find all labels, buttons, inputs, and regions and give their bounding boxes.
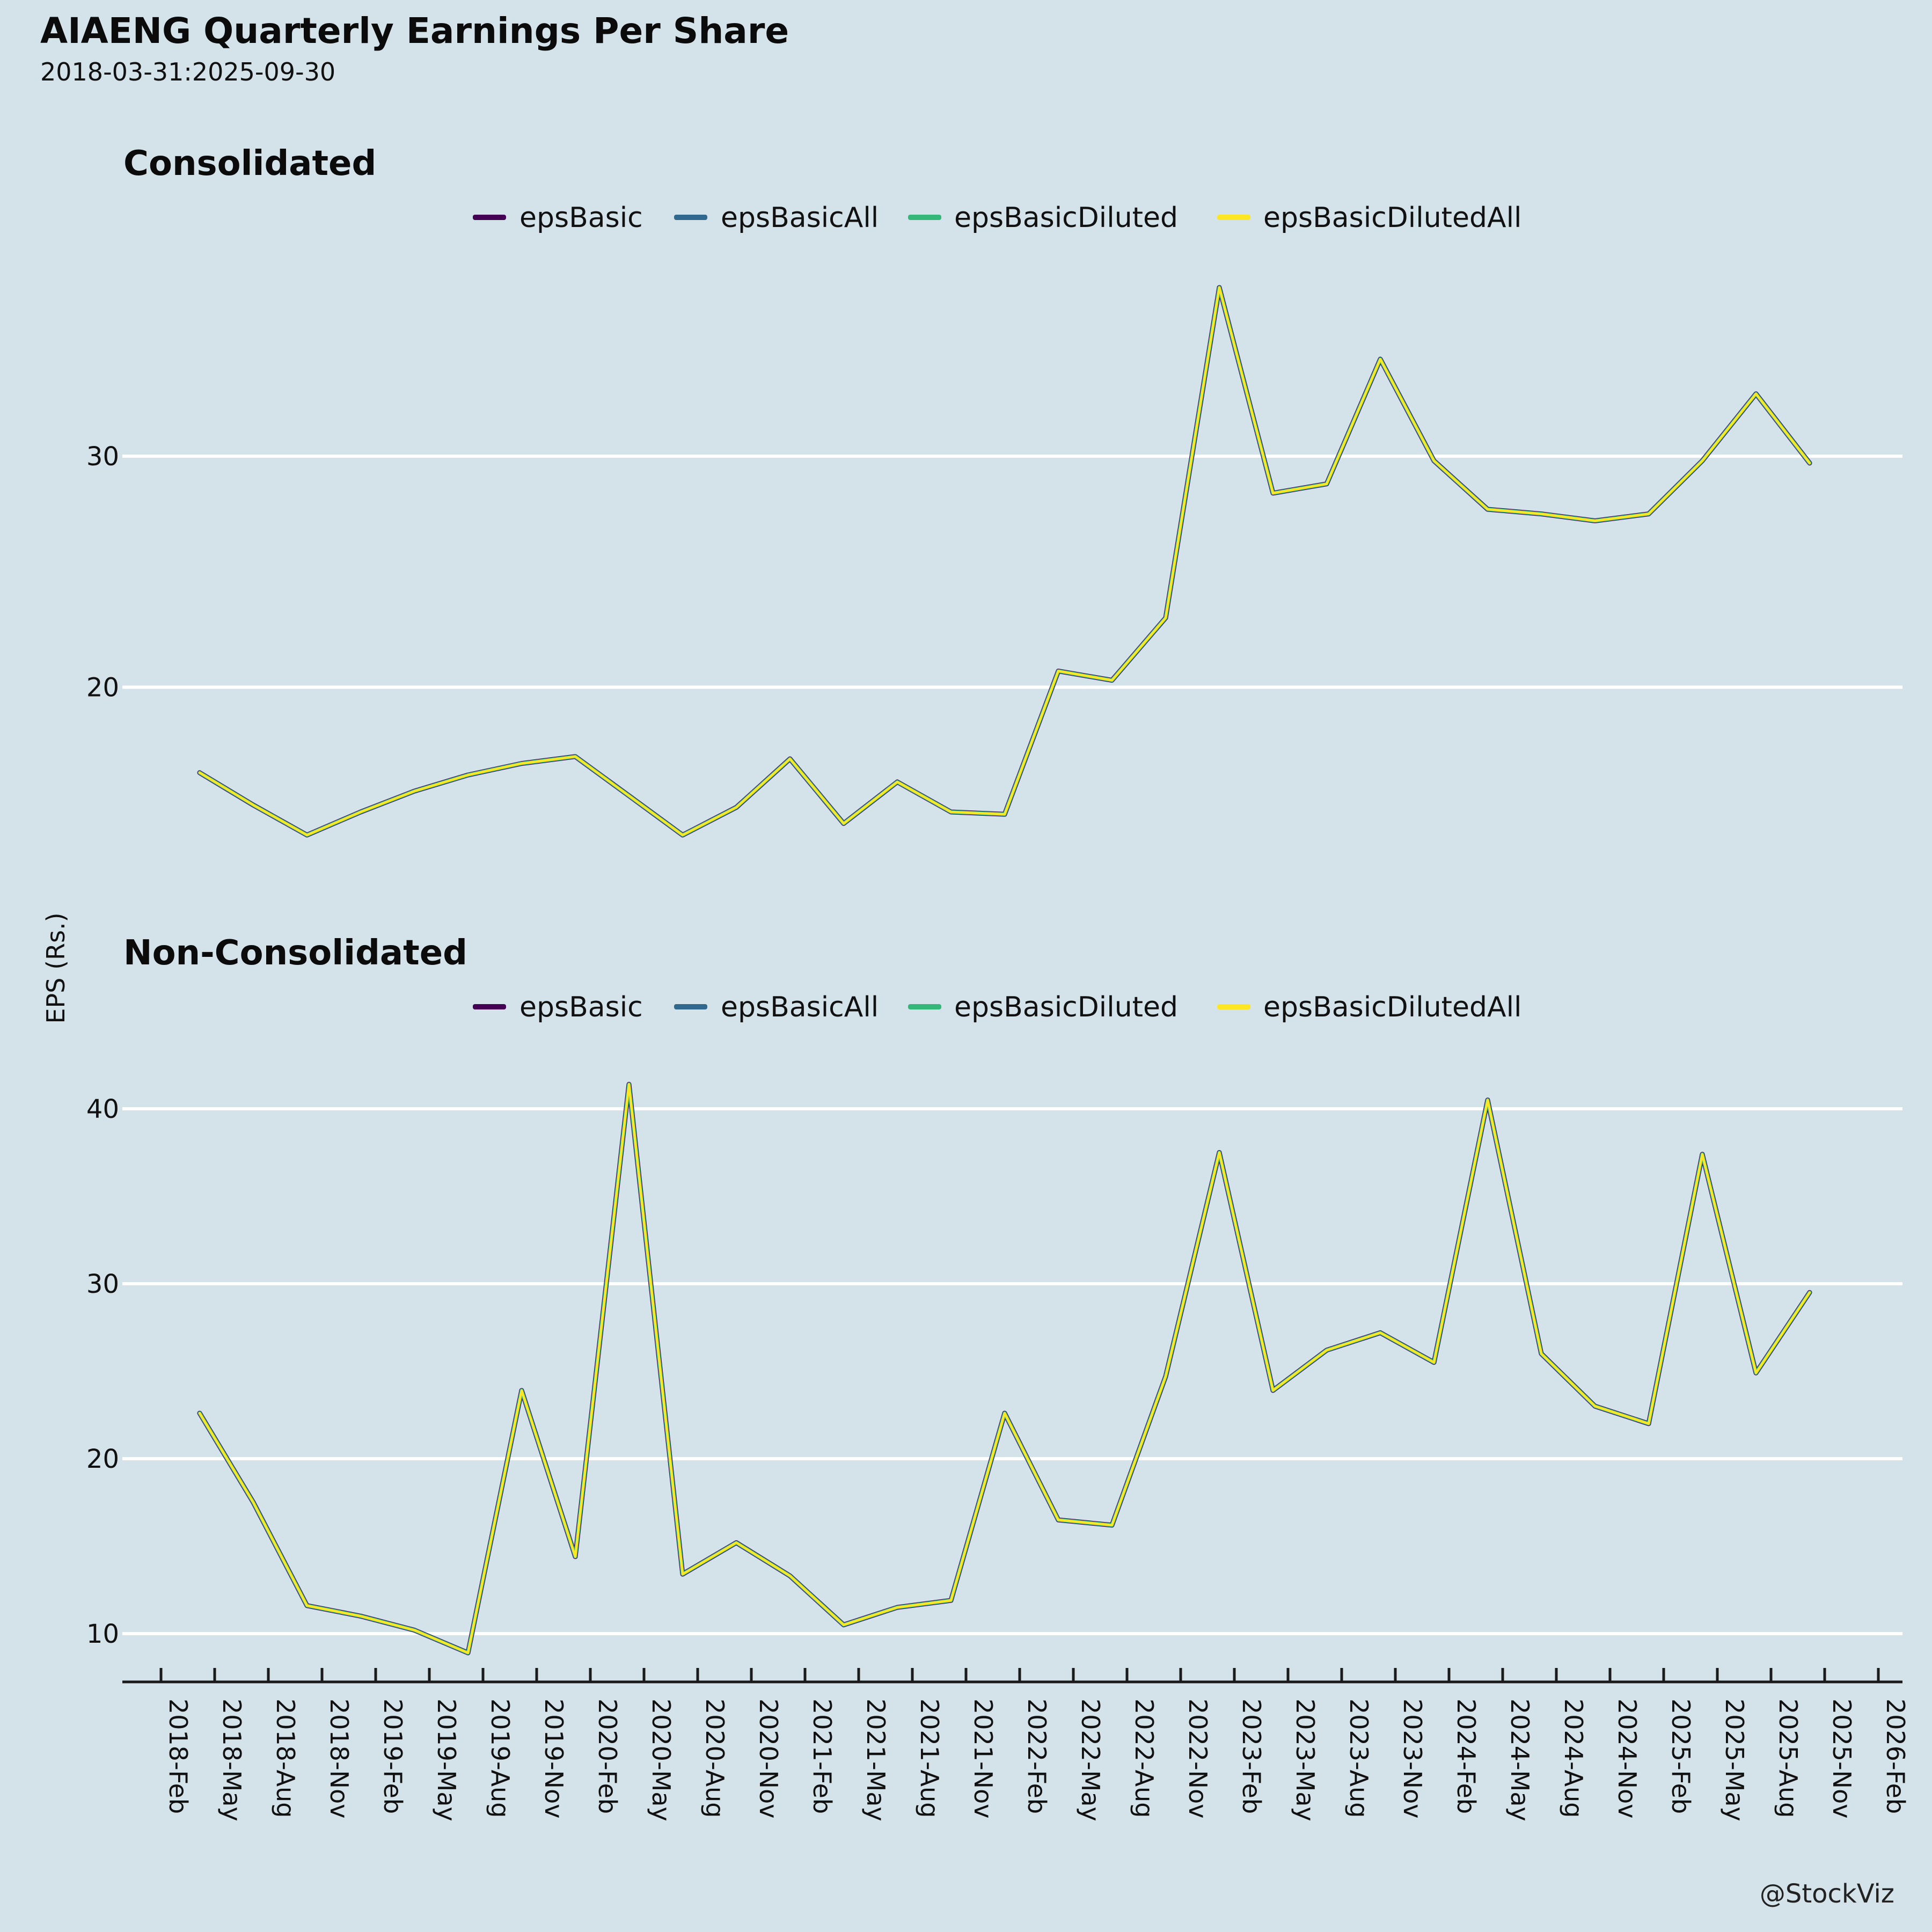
x-tick-label-2020-May: 2020-May	[647, 1699, 676, 1821]
legend-label-epsBasic: epsBasic	[519, 991, 643, 1023]
x-tick-label-2018-Feb: 2018-Feb	[164, 1699, 193, 1814]
plot-non-consolidated: 10 20 30 40	[86, 1081, 1902, 1656]
x-tick-label-2026-Feb: 2026-Feb	[1881, 1699, 1910, 1814]
legend-swatch-epsBasicDilutedAll	[1217, 1004, 1250, 1009]
x-tick-label-2025-Feb: 2025-Feb	[1666, 1699, 1695, 1814]
legend-consolidated: epsBasic epsBasicAll epsBasicDiluted eps…	[473, 202, 1522, 234]
legend-label-epsBasicDiluted: epsBasicDiluted	[954, 202, 1178, 234]
x-tick-label-2025-Aug: 2025-Aug	[1774, 1699, 1803, 1818]
y-tick-label-30: 30	[86, 442, 119, 472]
legend-swatch-epsBasicAll	[674, 215, 707, 220]
panel-title-consolidated: Consolidated	[123, 144, 376, 184]
legend-label-epsBasicAll: epsBasicAll	[721, 991, 879, 1023]
y-axis-label: EPS (Rs.)	[41, 912, 70, 1023]
x-tick-label-2024-Feb: 2024-Feb	[1452, 1699, 1481, 1814]
legend-swatch-epsBasicDiluted	[908, 1004, 941, 1009]
x-tick-label-2018-May: 2018-May	[217, 1699, 246, 1821]
legend-label-epsBasicDilutedAll: epsBasicDilutedAll	[1263, 991, 1522, 1023]
x-tick-label-2022-May: 2022-May	[1076, 1699, 1105, 1821]
x-tick-label-2020-Aug: 2020-Aug	[700, 1699, 729, 1818]
legend-label-epsBasicAll: epsBasicAll	[721, 202, 879, 234]
x-tick-label-2022-Nov: 2022-Nov	[1183, 1699, 1212, 1818]
panel-title-non-consolidated: Non-Consolidated	[123, 933, 467, 973]
legend-swatch-epsBasic	[473, 1004, 506, 1009]
x-tick-label-2020-Feb: 2020-Feb	[593, 1699, 622, 1814]
x-tick-label-2019-Aug: 2019-Aug	[486, 1699, 515, 1818]
x-tick-label-2023-Aug: 2023-Aug	[1344, 1699, 1373, 1818]
legend-label-epsBasicDilutedAll: epsBasicDilutedAll	[1263, 202, 1522, 234]
page-subtitle: 2018-03-31:2025-09-30	[40, 57, 335, 86]
x-tick-label-2023-Feb: 2023-Feb	[1237, 1699, 1266, 1814]
series-line-epsBasicDilutedAll	[198, 286, 1811, 837]
x-tick-label-2022-Feb: 2022-Feb	[1022, 1699, 1051, 1814]
x-tick-label-2022-Aug: 2022-Aug	[1130, 1699, 1159, 1818]
legend-swatch-epsBasicDilutedAll	[1217, 215, 1250, 220]
legend-non-consolidated: epsBasic epsBasicAll epsBasicDiluted eps…	[473, 991, 1522, 1023]
y-tick-label-10: 10	[86, 1619, 119, 1649]
x-tick-label-2019-Feb: 2019-Feb	[378, 1699, 407, 1814]
x-tick-label-2023-May: 2023-May	[1291, 1699, 1320, 1821]
x-tick-label-2021-May: 2021-May	[861, 1699, 890, 1821]
legend-label-epsBasicDiluted: epsBasicDiluted	[954, 991, 1178, 1023]
x-tick-label-2024-Nov: 2024-Nov	[1613, 1699, 1642, 1818]
x-axis: 2018-Feb 2018-May 2018-Aug 2018-Nov 2019-Feb…	[122, 1668, 1910, 1821]
legend-swatch-epsBasic	[473, 215, 506, 220]
y-tick-label-20: 20	[86, 1444, 119, 1474]
x-tick-label-2021-Aug: 2021-Aug	[915, 1699, 944, 1818]
credit-watermark: @StockViz	[1760, 1879, 1894, 1909]
x-tick-label-2021-Nov: 2021-Nov	[969, 1699, 998, 1818]
y-tick-label-30: 30	[86, 1269, 119, 1299]
series-line-epsBasicDilutedAll	[198, 1083, 1811, 1655]
legend-swatch-epsBasicAll	[674, 1004, 707, 1009]
legend-swatch-epsBasicDiluted	[908, 215, 941, 220]
x-tick-label-2019-May: 2019-May	[432, 1699, 461, 1821]
x-tick-label-2024-May: 2024-May	[1505, 1699, 1534, 1821]
x-tick-label-2020-Nov: 2020-Nov	[754, 1699, 783, 1818]
x-tick-label-2018-Nov: 2018-Nov	[325, 1699, 354, 1818]
x-tick-label-2018-Aug: 2018-Aug	[271, 1699, 300, 1818]
x-tick-label-2019-Nov: 2019-Nov	[539, 1699, 568, 1818]
x-tick-label-2023-Nov: 2023-Nov	[1398, 1699, 1427, 1818]
x-tick-label-2024-Aug: 2024-Aug	[1559, 1699, 1588, 1818]
y-tick-label-20: 20	[86, 673, 119, 703]
y-tick-label-40: 40	[86, 1094, 119, 1124]
x-tick-label-2021-Feb: 2021-Feb	[808, 1699, 837, 1814]
x-tick-label-2025-Nov: 2025-Nov	[1827, 1699, 1856, 1818]
x-tick-label-2025-May: 2025-May	[1720, 1699, 1749, 1821]
page-title: AIAENG Quarterly Earnings Per Share	[40, 10, 789, 52]
legend-label-epsBasic: epsBasic	[519, 202, 643, 234]
